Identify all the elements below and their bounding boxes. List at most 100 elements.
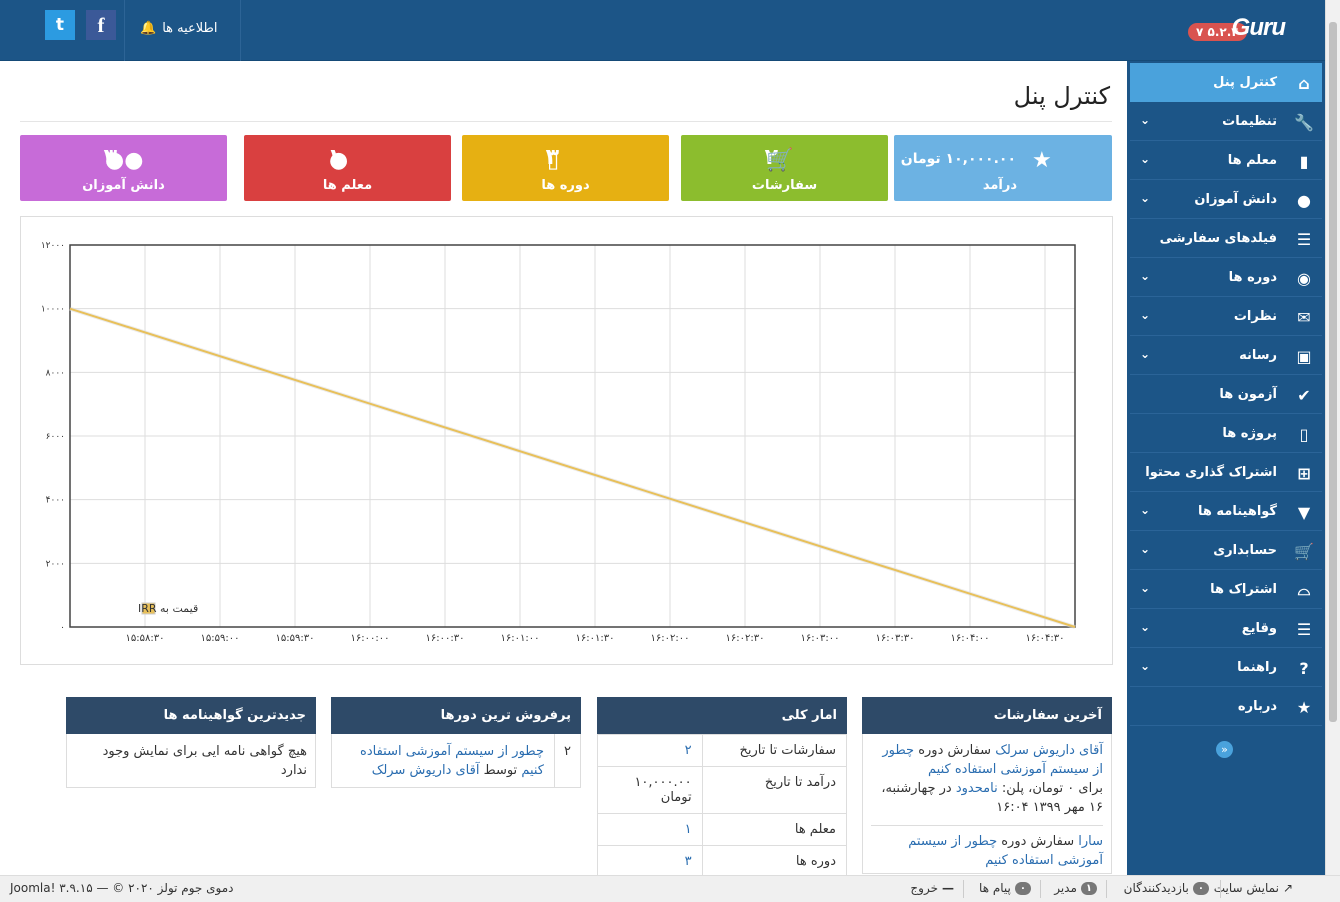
stat-card-value: ۱۰,۰۰۰.۰۰ تومان bbox=[900, 151, 1016, 167]
footer-divider bbox=[1106, 880, 1107, 898]
list-icon: ☰ bbox=[1296, 619, 1312, 639]
x-tick-label: ۱۶:۰۲:۳۰ bbox=[726, 633, 765, 644]
sidebar-item[interactable]: 🛒 حسابداری ⌄ bbox=[1130, 531, 1322, 570]
x-tick-label: ۱۶:۰۳:۰۰ bbox=[801, 633, 840, 644]
y-tick-label: ۲۰۰۰ bbox=[46, 559, 65, 569]
chevron-down-icon[interactable]: ⌄ bbox=[1140, 581, 1151, 595]
notifications-button[interactable]: 🔔 اطلاعیه ها bbox=[140, 21, 218, 36]
series-line bbox=[69, 307, 1076, 628]
stat-value[interactable]: ۱ bbox=[597, 813, 703, 846]
sidebar-item-label: اشتراک ها bbox=[1210, 581, 1277, 597]
sidebar-item-label: گواهینامه ها bbox=[1197, 503, 1277, 519]
chevron-down-icon[interactable]: ⌄ bbox=[1140, 620, 1151, 634]
page-scrollbar[interactable] bbox=[1325, 0, 1340, 875]
chevron-down-icon[interactable]: ⌄ bbox=[1140, 269, 1151, 283]
x-tick-label: ۱۵:۵۹:۰۰ bbox=[201, 633, 240, 644]
chevron-down-icon[interactable]: ⌄ bbox=[1140, 503, 1151, 517]
page-title: کنترل پنل bbox=[1013, 82, 1110, 110]
sidebar-item[interactable]: ⌂ کنترل پنل bbox=[1130, 63, 1322, 102]
scrollbar-thumb[interactable] bbox=[1329, 22, 1337, 722]
stat-card-label: درآمد bbox=[982, 178, 1017, 193]
revenue-chart: ۱۵:۵۸:۳۰ ۱۵:۵۹:۰۰ ۱۵:۵۹:۳۰ ۱۶:۰۰:۰۰ ۱۶:۰۰:۳۰… bbox=[20, 216, 1113, 665]
sidebar-item[interactable]: ✉ نظرات ⌄ bbox=[1130, 297, 1322, 336]
sidebar-item[interactable]: ◉ دوره ها ⌄ bbox=[1130, 258, 1322, 297]
sidebar-item[interactable]: ● دانش آموزان ⌄ bbox=[1130, 180, 1322, 219]
sidebar-item[interactable]: ▯ پروژه ها bbox=[1130, 414, 1322, 453]
chevron-down-icon[interactable]: ⌄ bbox=[1140, 347, 1151, 361]
facebook-icon[interactable]: f bbox=[86, 10, 116, 40]
list-icon: ☰ bbox=[1296, 229, 1312, 249]
sidebar-item[interactable]: ⊞ اشتراک گذاری محتوا bbox=[1130, 453, 1322, 492]
user-icon: ● bbox=[329, 148, 349, 173]
sidebar-item[interactable]: ⌓ اشتراک ها ⌄ bbox=[1130, 570, 1322, 609]
comments-icon: ✉ bbox=[1297, 307, 1311, 327]
messages-indicator[interactable]: ۰ پیام ها bbox=[979, 881, 1031, 895]
check-circle-icon: ✔ bbox=[1297, 385, 1311, 405]
footer-status-bar: ↗ نمایش سایت ۰ بازدیدکنندگان ۱ مدیر ۰ پیام ه… bbox=[0, 875, 1340, 902]
bookmark-icon: ▼ bbox=[1297, 502, 1311, 522]
stat-card-label: معلم ها bbox=[322, 178, 373, 193]
bestsellers-panel: پرفروش ترین دورها ۲ چطور از سیستم آموزشی… bbox=[331, 697, 581, 788]
stat-card[interactable]: ۱ ● معلم ها bbox=[244, 135, 451, 201]
minus-icon: — bbox=[942, 881, 954, 895]
sidebar-item-label: اشتراک گذاری محتوا bbox=[1145, 464, 1277, 480]
title-divider bbox=[20, 121, 1112, 122]
sidebar-item-label: نظرات bbox=[1233, 308, 1277, 324]
twitter-icon[interactable]: t bbox=[45, 10, 75, 40]
order-item: سارا سفارش دوره چطور از سیستم آموزشی است… bbox=[871, 826, 1103, 870]
visitors-indicator: ۰ بازدیدکنندگان bbox=[1124, 881, 1209, 895]
sidebar-item[interactable]: ☰ فیلدهای سفارشی bbox=[1130, 219, 1322, 258]
bestseller-course-link[interactable]: چطور از سیستم آموزشی استفاده کنیم bbox=[360, 744, 544, 778]
bestseller-author-link[interactable]: آقای داریوش سرلک bbox=[371, 763, 480, 778]
sidebar-item-label: وقایع bbox=[1241, 620, 1277, 636]
top-navbar: t f 🔔 اطلاعیه ها ۷ ۵.۲.۴ Guru bbox=[0, 0, 1325, 61]
navbar-divider bbox=[240, 0, 241, 61]
messages-label: پیام ها bbox=[979, 881, 1011, 895]
sidebar-item-label: فیلدهای سفارشی bbox=[1159, 230, 1277, 246]
star-icon: ★ bbox=[1296, 697, 1312, 717]
stat-card[interactable]: ۲ 🛒 سفارشات bbox=[681, 135, 888, 201]
sidebar-item[interactable]: ▮ معلم ها ⌄ bbox=[1130, 141, 1322, 180]
sidebar-item[interactable]: ▼ گواهینامه ها ⌄ bbox=[1130, 492, 1322, 531]
legend-swatch bbox=[141, 602, 156, 615]
order-course-link[interactable]: چطور از سیستم آموزشی استفاده کنیم bbox=[882, 743, 1103, 777]
stat-value[interactable]: ۲ bbox=[597, 734, 703, 767]
order-user-link[interactable]: سارا bbox=[1078, 834, 1103, 849]
stat-card[interactable]: ۱۰,۰۰۰.۰۰ تومان ★ درآمد bbox=[894, 135, 1112, 201]
latest-orders-panel: آخرین سفارشات آقای داریوش سرلک سفارش دور… bbox=[862, 697, 1112, 874]
chevron-down-icon[interactable]: ⌄ bbox=[1140, 308, 1151, 322]
logout-link[interactable]: — خروج bbox=[910, 881, 954, 895]
order-course-link[interactable]: چطور از سیستم آموزشی استفاده کنیم bbox=[908, 834, 1103, 868]
sidebar-collapse-button[interactable]: » bbox=[1216, 741, 1233, 758]
logout-label: خروج bbox=[910, 881, 938, 895]
chevron-down-icon[interactable]: ⌄ bbox=[1140, 113, 1151, 127]
chevron-down-icon[interactable]: ⌄ bbox=[1140, 542, 1151, 556]
guru-logo[interactable]: Guru bbox=[1231, 14, 1286, 41]
chevron-down-icon[interactable]: ⌄ bbox=[1140, 191, 1151, 205]
sidebar-item[interactable]: ▣ رسانه ⌄ bbox=[1130, 336, 1322, 375]
order-item: آقای داریوش سرلک سفارش دوره چطور از سیست… bbox=[871, 741, 1103, 826]
x-tick-label: ۱۶:۰۴:۳۰ bbox=[1026, 633, 1065, 644]
stat-value: ۱۰,۰۰۰.۰۰ تومان bbox=[597, 766, 703, 814]
home-icon: ⌂ bbox=[1298, 73, 1310, 93]
stat-card[interactable]: ۳ ●● دانش آموزان bbox=[20, 135, 227, 201]
order-user-link[interactable]: آقای داریوش سرلک bbox=[995, 743, 1103, 758]
file-icon: ▯ bbox=[547, 148, 560, 173]
sidebar-item[interactable]: 🔧 تنظیمات ⌄ bbox=[1130, 102, 1322, 141]
cart-icon: 🛒 bbox=[1294, 541, 1314, 561]
view-site-link[interactable]: ↗ نمایش سایت bbox=[1214, 881, 1293, 895]
order-text: برای ۰ تومان، پلن: bbox=[997, 781, 1103, 796]
sidebar-item[interactable]: ✔ آزمون ها bbox=[1130, 375, 1322, 414]
file-icon: ▯ bbox=[1299, 424, 1309, 444]
sidebar-item[interactable]: ? راهنما ⌄ bbox=[1130, 648, 1322, 687]
stat-value[interactable]: ۳ bbox=[597, 845, 703, 876]
order-plan-link[interactable]: نامحدود bbox=[955, 781, 998, 796]
sidebar-item[interactable]: ★ درباره bbox=[1130, 687, 1322, 726]
admins-count-badge: ۱ bbox=[1080, 881, 1097, 895]
chevron-down-icon[interactable]: ⌄ bbox=[1140, 659, 1151, 673]
stat-card[interactable]: ۳ ▯ دوره ها bbox=[462, 135, 669, 201]
sidebar-item[interactable]: ☰ وقایع ⌄ bbox=[1130, 609, 1322, 648]
x-tick-label: ۱۶:۰۱:۰۰ bbox=[501, 633, 540, 644]
chevron-down-icon[interactable]: ⌄ bbox=[1140, 152, 1151, 166]
table-row: دوره ها ۳ bbox=[597, 845, 847, 876]
